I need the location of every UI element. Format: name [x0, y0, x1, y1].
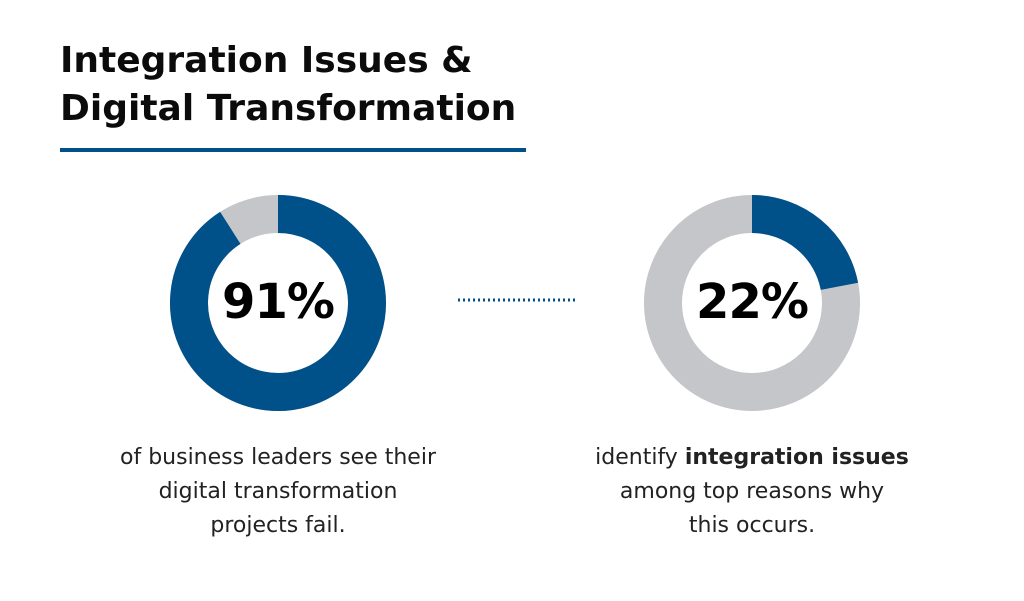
caption-text: among top reasons why: [620, 479, 884, 504]
value-label: 22%: [696, 274, 808, 330]
donut-segment: [751, 195, 859, 291]
title-line: Digital Transformation: [60, 88, 516, 129]
caption-line: identify integration issues: [595, 445, 909, 470]
caption-text: identify: [595, 445, 685, 470]
caption-text: projects fail.: [210, 513, 345, 538]
value-label: 91%: [222, 274, 334, 330]
caption-text: this occurs.: [689, 513, 815, 538]
caption-text: of business leaders see their: [120, 445, 437, 470]
caption-line: among top reasons why: [620, 479, 884, 504]
caption-line: of business leaders see their: [120, 445, 437, 470]
caption-text: integration issues: [685, 445, 909, 470]
caption-text: digital transformation: [159, 479, 398, 504]
donut-segment: [170, 195, 386, 411]
caption-line: this occurs.: [689, 513, 815, 538]
caption-line: projects fail.: [210, 513, 345, 538]
title-line: Integration Issues &: [60, 40, 473, 81]
caption-line: digital transformation: [159, 479, 398, 504]
title-underline: [60, 148, 526, 152]
